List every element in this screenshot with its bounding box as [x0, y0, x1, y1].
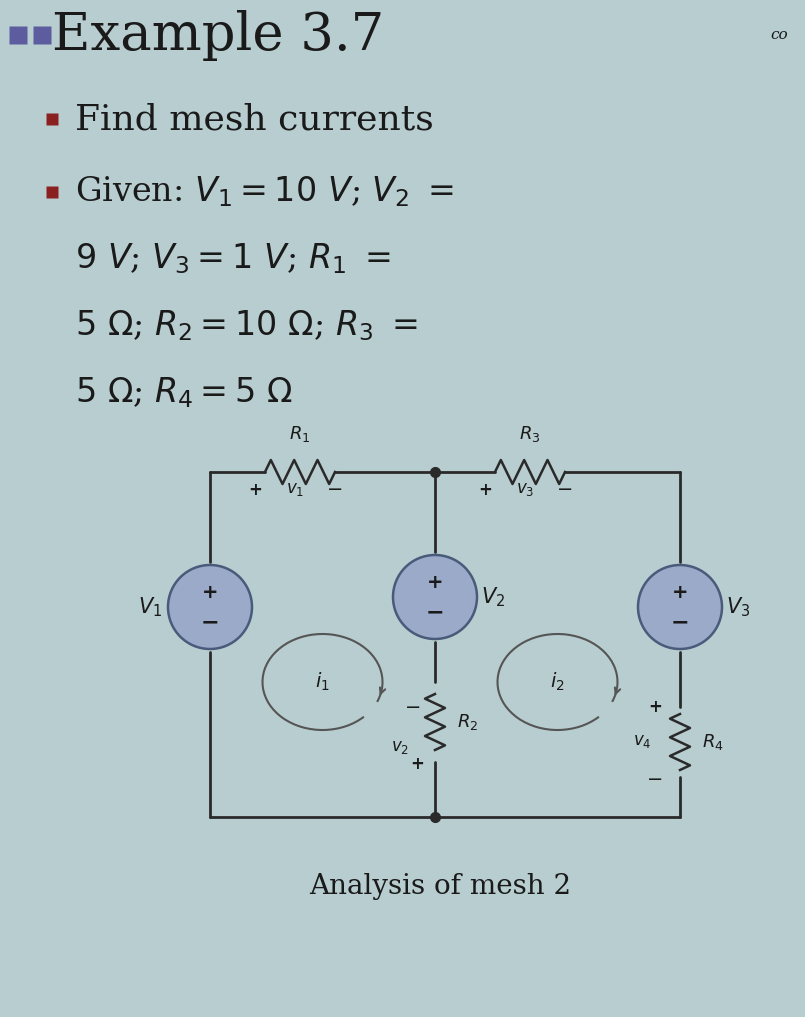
- Text: $R_4$: $R_4$: [702, 732, 724, 752]
- Text: −: −: [646, 771, 663, 789]
- Circle shape: [393, 555, 477, 639]
- Text: Find mesh currents: Find mesh currents: [75, 102, 434, 136]
- Text: −: −: [426, 602, 444, 622]
- Text: +: +: [202, 583, 218, 601]
- Text: $i_1$: $i_1$: [315, 671, 330, 694]
- Text: $V_3$: $V_3$: [726, 595, 750, 618]
- Text: −: −: [557, 480, 573, 499]
- Text: −: −: [405, 698, 421, 717]
- Text: −: −: [671, 612, 689, 632]
- Text: $v_4$: $v_4$: [633, 733, 651, 751]
- Text: $v_2$: $v_2$: [391, 738, 409, 756]
- Text: $v_1$: $v_1$: [286, 481, 304, 498]
- Text: Example 3.7: Example 3.7: [52, 9, 384, 60]
- Text: $i_2$: $i_2$: [550, 671, 565, 694]
- Text: −: −: [200, 612, 219, 632]
- Text: $R_1$: $R_1$: [289, 424, 311, 444]
- Text: +: +: [478, 481, 492, 499]
- Text: +: +: [248, 481, 262, 499]
- Text: +: +: [410, 755, 424, 773]
- Text: Given: $V_1 = 10\ V$; $V_2\ =$: Given: $V_1 = 10\ V$; $V_2\ =$: [75, 175, 454, 210]
- Text: $5\ \Omega$; $R_4 = 5\ \Omega$: $5\ \Omega$; $R_4 = 5\ \Omega$: [75, 375, 293, 410]
- Text: +: +: [427, 573, 444, 592]
- Text: +: +: [648, 698, 662, 716]
- Text: Analysis of mesh 2: Analysis of mesh 2: [309, 874, 571, 900]
- Text: $5\ \Omega$; $R_2 = 10\ \Omega$; $R_3\ =$: $5\ \Omega$; $R_2 = 10\ \Omega$; $R_3\ =…: [75, 308, 418, 344]
- Text: co: co: [770, 28, 787, 42]
- Text: $V_1$: $V_1$: [138, 595, 162, 618]
- Circle shape: [638, 565, 722, 649]
- Circle shape: [168, 565, 252, 649]
- Text: $V_2$: $V_2$: [481, 585, 505, 609]
- Text: +: +: [671, 583, 688, 601]
- Text: $v_3$: $v_3$: [516, 481, 535, 498]
- Text: −: −: [327, 480, 343, 499]
- Text: $R_3$: $R_3$: [519, 424, 541, 444]
- Text: $R_2$: $R_2$: [457, 712, 478, 732]
- Text: $9\ V$; $V_3 = 1\ V$; $R_1\ =$: $9\ V$; $V_3 = 1\ V$; $R_1\ =$: [75, 242, 391, 277]
